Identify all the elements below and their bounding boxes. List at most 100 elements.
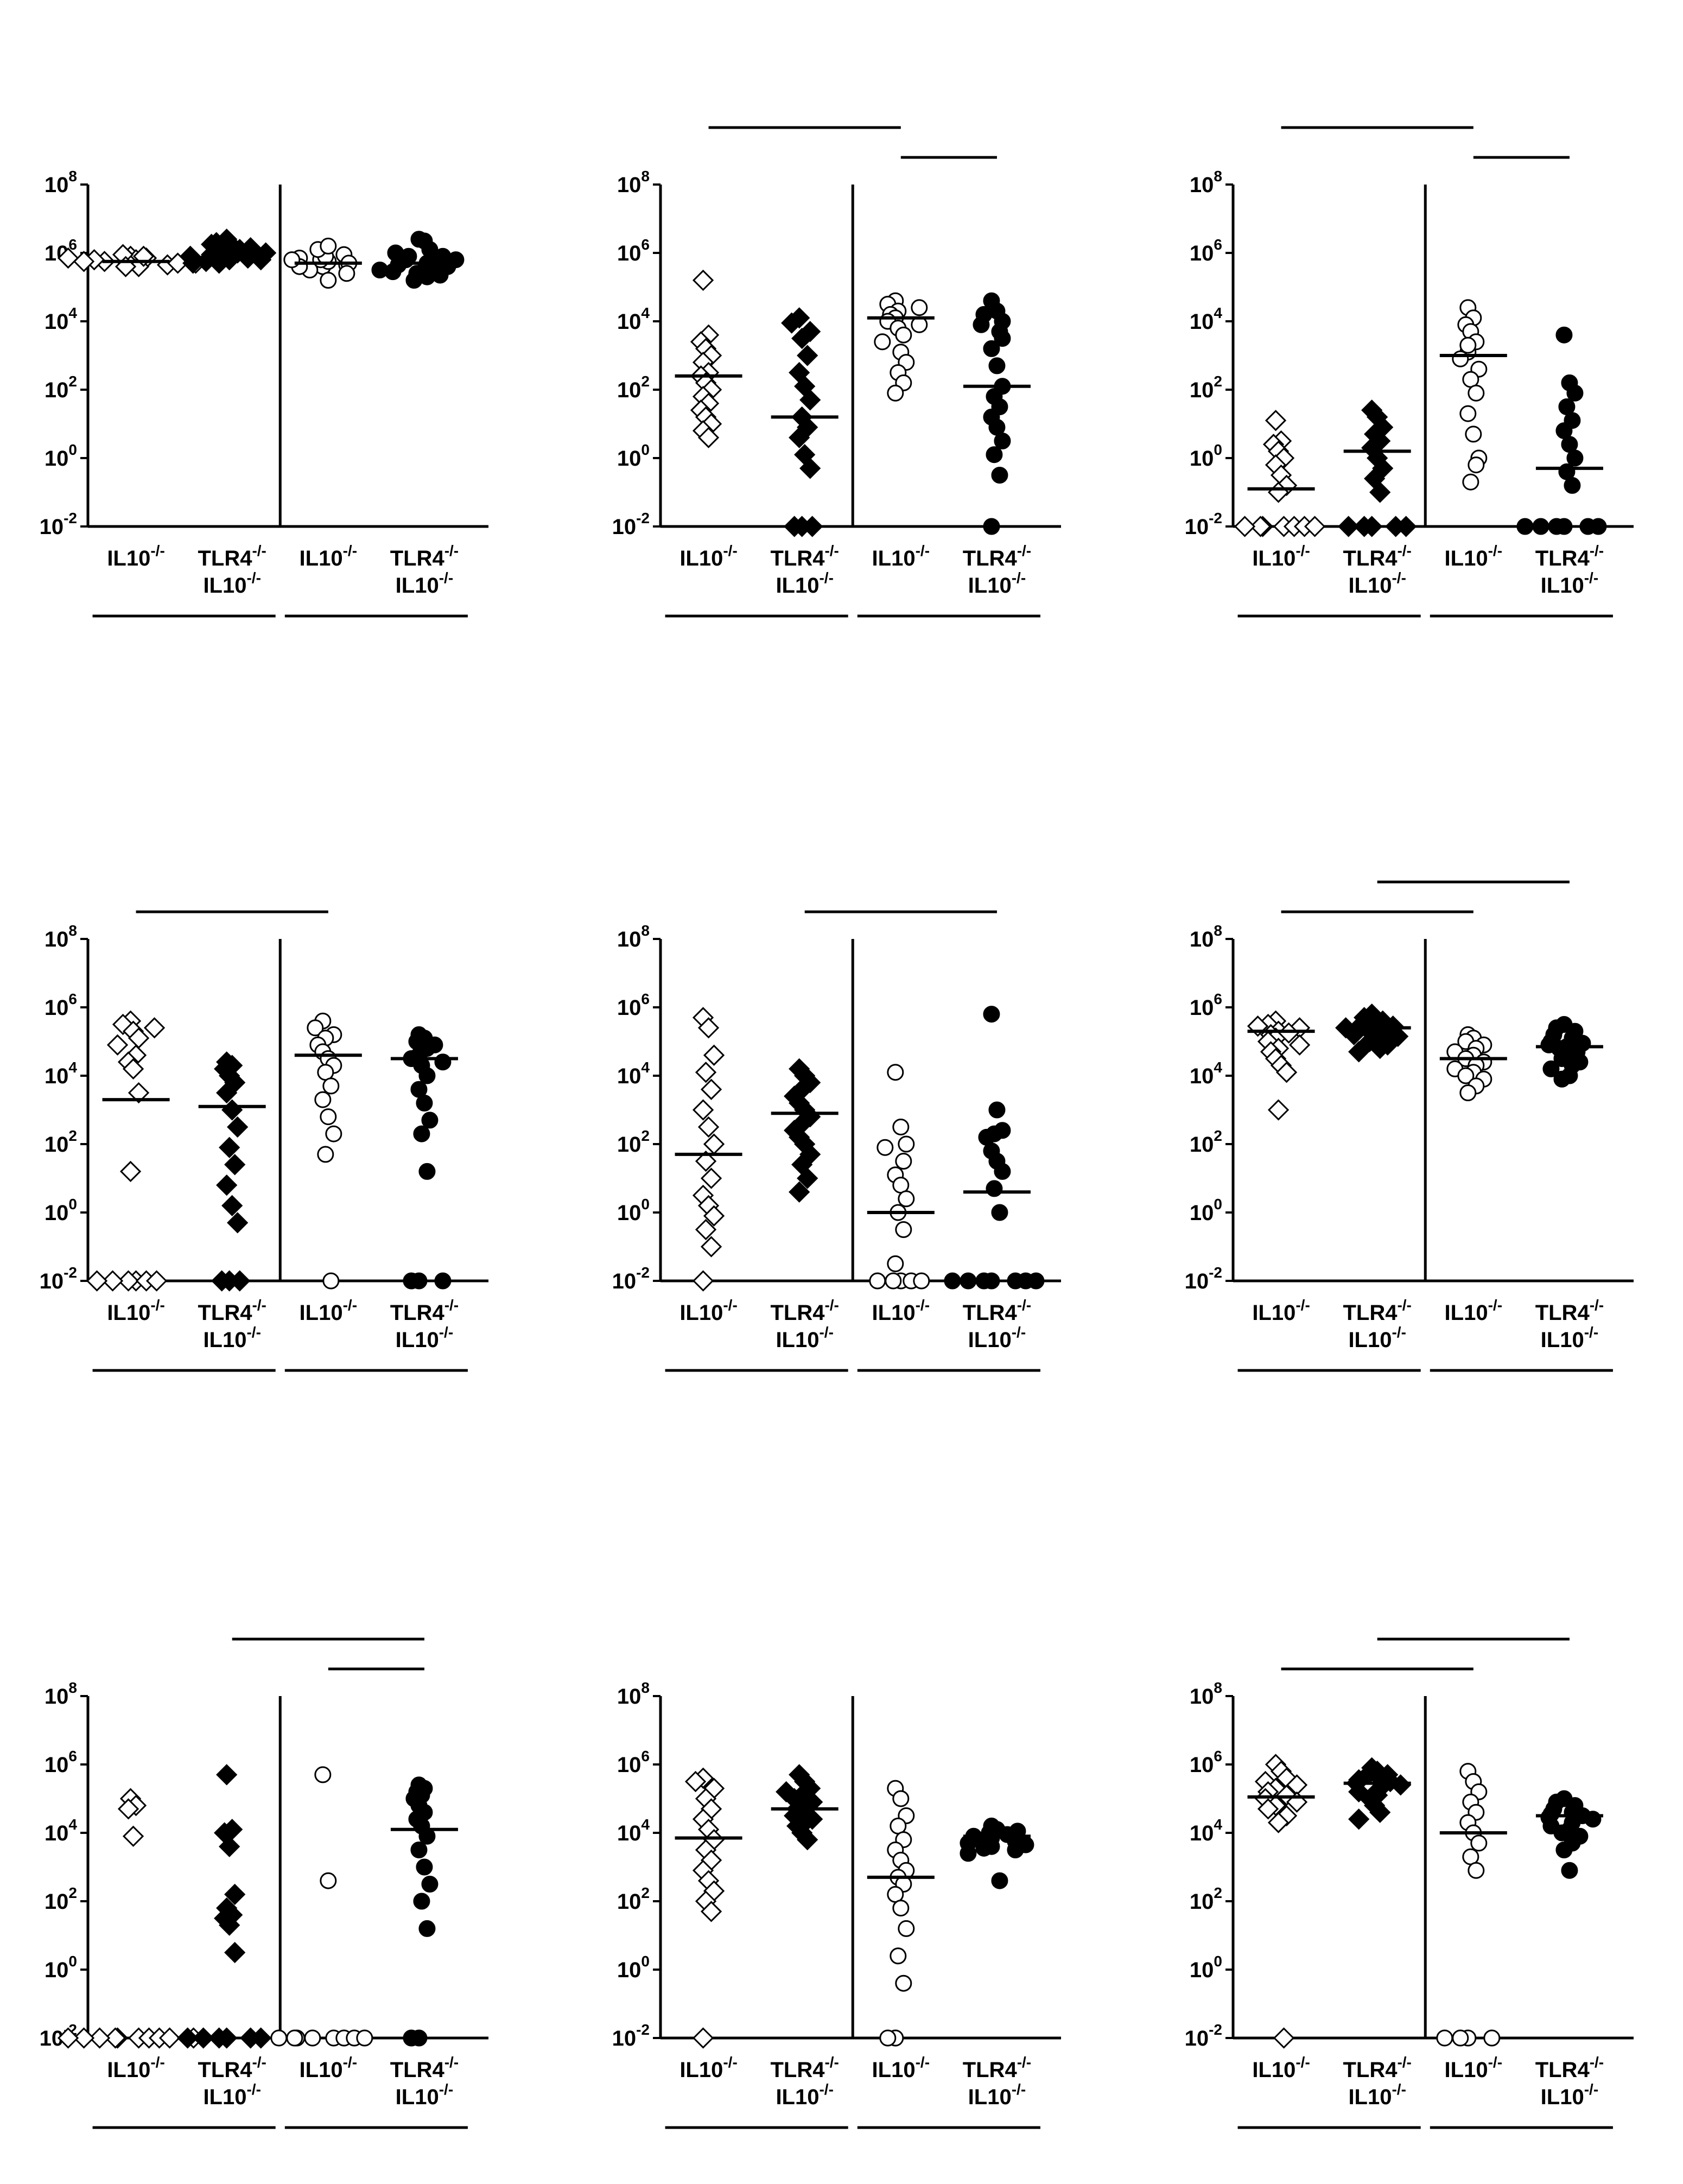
- data-point: [1348, 1041, 1370, 1063]
- y-tick-exponent: 4: [641, 1816, 650, 1833]
- x-group-label-line2: IL10-/-: [396, 1324, 453, 1352]
- data-point: [1369, 1801, 1391, 1823]
- data-point: [418, 1163, 436, 1180]
- y-tick-exponent: -2: [63, 1264, 77, 1281]
- x-group-genotype-sup: -/-: [252, 1297, 266, 1313]
- y-tick-base: 10: [45, 996, 69, 1020]
- y-tick-base: 10: [1190, 173, 1214, 197]
- data-point: [991, 467, 1008, 484]
- data-point: [387, 244, 404, 262]
- y-tick-label: 102: [1190, 1127, 1222, 1157]
- x-group-name: TLR4: [390, 547, 445, 570]
- y-tick-label: 108: [1190, 1679, 1222, 1709]
- x-group-genotype-sup: -/-: [1590, 542, 1604, 559]
- y-tick-base: 10: [45, 173, 69, 197]
- y-tick-label: 102: [45, 1127, 77, 1157]
- y-tick-base: 10: [617, 378, 642, 402]
- y-tick-base: 10: [1190, 447, 1214, 471]
- data-point: [320, 237, 337, 255]
- x-group-label: TLR4-/-: [390, 542, 459, 570]
- data-point: [695, 1218, 717, 1241]
- x-group-label: TLR4-/-: [770, 2054, 839, 2082]
- x-group-genotype-sup: -/-: [246, 2081, 261, 2098]
- data-point: [983, 340, 1000, 357]
- x-group-name: IL10: [776, 1328, 819, 1352]
- data-point: [158, 2027, 181, 2049]
- data-point: [219, 1836, 240, 1857]
- y-tick-label: 10-2: [1185, 510, 1222, 539]
- x-group-name: IL10: [968, 574, 1012, 598]
- data-point: [122, 1058, 144, 1080]
- y-tick-label: 100: [45, 1196, 77, 1225]
- y-tick-base: 10: [617, 447, 642, 471]
- data-point: [221, 1195, 243, 1217]
- x-group-name: TLR4: [1343, 2058, 1398, 2082]
- x-group-genotype-sup: -/-: [824, 542, 839, 559]
- y-tick-base: 10: [45, 1958, 69, 1982]
- y-tick-exponent: 6: [641, 991, 650, 1007]
- y-tick-exponent: 8: [641, 168, 650, 185]
- x-group-label: TLR4-/-: [1343, 2054, 1411, 2082]
- y-tick-label: 100: [617, 1953, 650, 1982]
- data-point: [1007, 1842, 1024, 1858]
- y-tick-label: 10-2: [612, 1264, 650, 1293]
- y-tick-base: 10: [617, 1890, 642, 1914]
- y-tick-base: 10: [617, 1064, 642, 1088]
- y-tick-label: 10-2: [40, 1264, 77, 1293]
- data-point: [101, 1270, 124, 1292]
- data-point: [1395, 516, 1417, 537]
- y-tick-exponent: 6: [1214, 1748, 1222, 1764]
- x-group-name: IL10: [107, 1301, 150, 1325]
- data-point: [975, 1272, 993, 1290]
- y-tick-label: 100: [617, 1196, 650, 1225]
- data-point: [1452, 2029, 1469, 2047]
- y-tick-exponent: 0: [1214, 1953, 1222, 1970]
- data-point: [1338, 516, 1360, 537]
- y-tick-exponent: 2: [641, 1127, 650, 1144]
- data-point: [703, 1133, 725, 1155]
- x-group-name: IL10: [300, 547, 343, 570]
- x-group-genotype-sup: -/-: [824, 1297, 839, 1313]
- data-point: [781, 312, 803, 334]
- data-point: [1590, 518, 1607, 535]
- data-point: [1354, 516, 1375, 537]
- y-tick-exponent: 0: [68, 1953, 77, 1970]
- y-tick-label: 108: [45, 1679, 77, 1709]
- data-point: [776, 1781, 797, 1803]
- x-group-genotype-sup: -/-: [1017, 2054, 1031, 2071]
- y-tick-label: 102: [1190, 373, 1222, 402]
- data-point: [106, 1034, 129, 1056]
- x-group-genotype-sup: -/-: [1012, 1324, 1026, 1341]
- y-tick-label: 108: [617, 1679, 650, 1709]
- data-point: [128, 1082, 150, 1104]
- y-tick-label: 106: [45, 991, 77, 1020]
- x-group-name: TLR4: [390, 2058, 445, 2082]
- y-tick-exponent: -2: [636, 510, 650, 526]
- y-tick-exponent: -2: [636, 1264, 650, 1281]
- y-tick-label: 106: [1190, 1748, 1222, 1777]
- x-group-label: TLR4-/-: [198, 542, 266, 570]
- data-point: [416, 1858, 433, 1876]
- x-group-label-line2: IL10-/-: [776, 2081, 833, 2109]
- y-tick-exponent: 2: [68, 1884, 77, 1901]
- x-group-label-line2: IL10-/-: [203, 2081, 261, 2109]
- y-tick-exponent: 4: [1214, 304, 1222, 321]
- x-group-name: IL10: [776, 2085, 819, 2109]
- data-point: [1265, 410, 1287, 431]
- x-group-genotype-sup: -/-: [1392, 569, 1406, 586]
- x-group-genotype-sup: -/-: [1012, 569, 1026, 586]
- x-group-label: IL10-/-: [107, 542, 164, 570]
- y-tick-label: 100: [617, 441, 650, 471]
- y-tick-label: 102: [45, 1884, 77, 1914]
- data-point: [692, 269, 714, 291]
- data-point: [684, 1770, 707, 1793]
- y-tick-base: 10: [45, 1064, 69, 1088]
- y-tick-base: 10: [617, 1685, 642, 1709]
- y-tick-base: 10: [1190, 996, 1214, 1020]
- y-tick-label: 106: [1190, 991, 1222, 1020]
- x-group-genotype-sup: -/-: [252, 542, 266, 559]
- data-point: [1470, 1834, 1488, 1852]
- data-point: [227, 1212, 249, 1234]
- data-point: [143, 1017, 166, 1039]
